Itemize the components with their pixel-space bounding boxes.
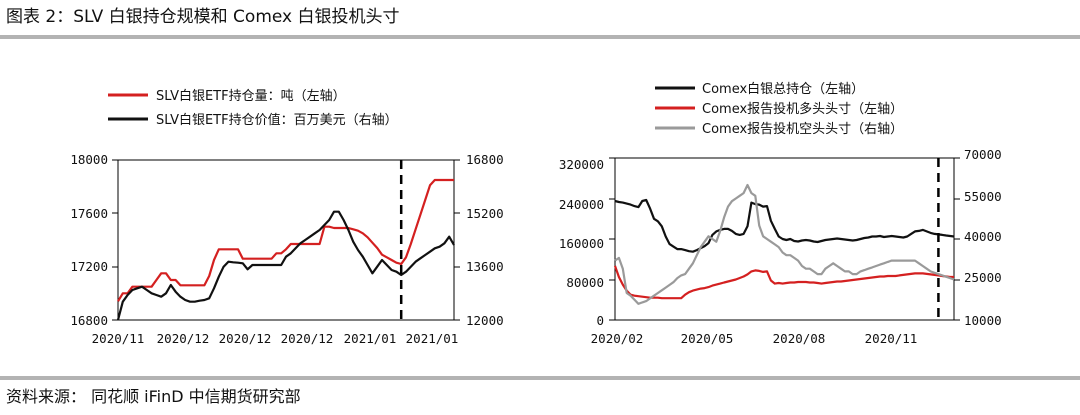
chart-2-x-tick: 2020/08 — [773, 331, 826, 346]
legend-comex-long: Comex报告投机多头头寸（左轴） — [702, 101, 903, 117]
chart-1-x-tick: 2021/01 — [344, 331, 397, 346]
legend-slv-volume: SLV白银ETF持仓量：吨（左轴） — [156, 88, 346, 104]
chart-1-series-black-line — [116, 210, 455, 321]
chart-1-x-tick: 2020/12 — [281, 331, 334, 346]
chart-1-y-right-tick: 12000 — [466, 313, 504, 328]
chart-1-y-right-tick: 15200 — [466, 206, 504, 221]
chart-2-x-tick: 2020/02 — [591, 331, 644, 346]
chart-2-y-right-tick: 25000 — [964, 270, 1002, 285]
chart-1-y-left-tick: 17200 — [70, 259, 108, 274]
chart-2-y-right-tick: 40000 — [964, 229, 1002, 244]
chart-2-y-right-tick: 70000 — [964, 147, 1002, 162]
chart-2-x-tick: 2020/05 — [681, 331, 734, 346]
chart-2-y-left-tick: 0 — [596, 313, 604, 328]
chart-1-y-left-tick: 16800 — [70, 313, 108, 328]
chart-2: Comex白银总持仓（左轴） Comex报告投机多头头寸（左轴） Comex报告… — [559, 81, 1002, 346]
chart-2-y-right-tick: 55000 — [964, 189, 1002, 204]
chart-2-y-left-tick: 160000 — [559, 236, 604, 251]
chart-1-plot-frame — [117, 159, 455, 321]
chart-1-x-tick: 2020/12 — [157, 331, 210, 346]
chart-2-series-black-line — [614, 198, 955, 253]
chart-1-y-right-tick: 16800 — [466, 152, 504, 167]
chart-1-series-red-line — [117, 178, 454, 302]
source-note: 资料来源： 同花顺 iFinD 中信期货研究部 — [6, 387, 301, 406]
chart-2-y-left-tick: 80000 — [566, 275, 604, 290]
chart-2-series-gray-line — [614, 183, 955, 305]
chart-2-y-left-tick: 320000 — [559, 157, 604, 172]
page-title: 图表 2：SLV 白银持仓规模和 Comex 白银投机头寸 — [6, 7, 400, 27]
chart-1-y-left-tick: 17600 — [70, 206, 108, 221]
chart-1-y-left-tick: 18000 — [70, 152, 108, 167]
chart-1-x-tick: 2020/11 — [92, 331, 145, 346]
bottom-divider — [0, 376, 1080, 380]
chart-2-y-left-tick: 240000 — [559, 197, 604, 212]
top-divider — [0, 35, 1080, 39]
legend-comex-total: Comex白银总持仓（左轴） — [702, 81, 864, 97]
legend-slv-value: SLV白银ETF持仓价值：百万美元（右轴） — [156, 112, 398, 128]
chart-2-y-right-tick: 10000 — [964, 313, 1002, 328]
chart-1-y-right-tick: 13600 — [466, 259, 504, 274]
chart-1-x-tick: 2021/01 — [406, 331, 459, 346]
chart-1-x-tick: 2020/12 — [219, 331, 272, 346]
legend-comex-short: Comex报告投机空头头寸（右轴） — [702, 121, 903, 137]
chart-2-x-tick: 2020/11 — [865, 331, 918, 346]
chart-2-series-red-line — [613, 265, 954, 300]
chart-1: SLV白银ETF持仓量：吨（左轴） SLV白银ETF持仓价值：百万美元（右轴） … — [70, 88, 503, 346]
